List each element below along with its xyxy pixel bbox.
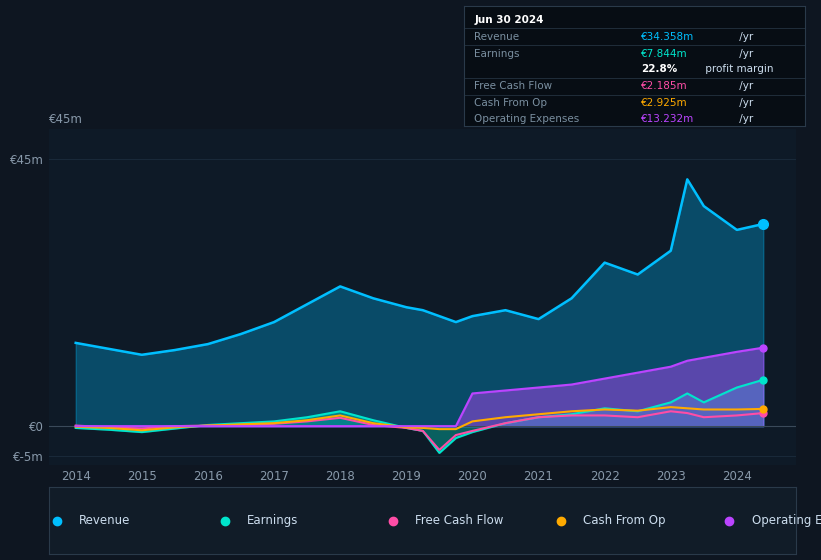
Text: Earnings: Earnings (474, 49, 520, 59)
Text: profit margin: profit margin (702, 64, 774, 74)
Text: Earnings: Earnings (247, 514, 299, 528)
Text: €2.925m: €2.925m (641, 98, 688, 108)
Text: €2.185m: €2.185m (641, 81, 688, 91)
Text: Revenue: Revenue (474, 32, 519, 42)
Text: €34.358m: €34.358m (641, 32, 695, 42)
Text: Operating Expenses: Operating Expenses (751, 514, 821, 528)
Text: Jun 30 2024: Jun 30 2024 (474, 15, 544, 25)
Text: €45m: €45m (49, 113, 83, 126)
Text: /yr: /yr (736, 114, 754, 124)
Text: Cash From Op: Cash From Op (584, 514, 666, 528)
Text: /yr: /yr (736, 49, 754, 59)
Text: /yr: /yr (736, 81, 754, 91)
Text: Free Cash Flow: Free Cash Flow (474, 81, 553, 91)
Text: €13.232m: €13.232m (641, 114, 695, 124)
Text: Revenue: Revenue (79, 514, 131, 528)
Text: €7.844m: €7.844m (641, 49, 688, 59)
Text: Operating Expenses: Operating Expenses (474, 114, 580, 124)
Text: /yr: /yr (736, 98, 754, 108)
Text: Free Cash Flow: Free Cash Flow (415, 514, 504, 528)
Text: 22.8%: 22.8% (641, 64, 677, 74)
Text: Cash From Op: Cash From Op (474, 98, 547, 108)
Text: /yr: /yr (736, 32, 754, 42)
